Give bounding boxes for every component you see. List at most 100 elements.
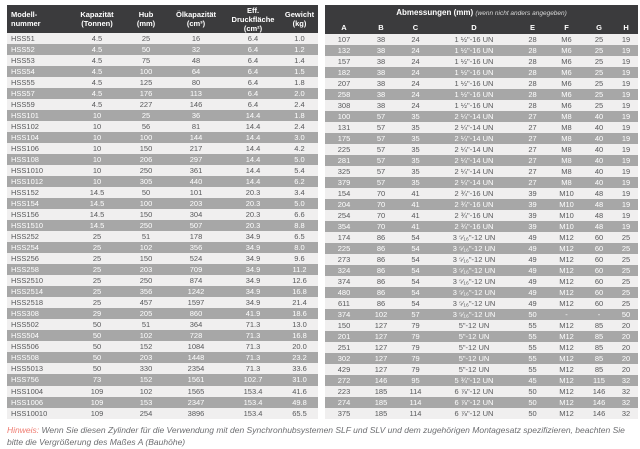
cell: 39	[516, 210, 549, 221]
cell: 356	[125, 286, 167, 298]
cell: 109	[69, 396, 125, 408]
cell: 2 ¼"-14 UN	[432, 133, 516, 144]
cell: 304	[167, 209, 225, 221]
cell: 54	[399, 232, 432, 243]
cell: 874	[167, 275, 225, 287]
cell: 25	[69, 242, 125, 254]
cell: 20	[614, 364, 639, 375]
cell: 3 ⁵⁄₁₆"-12 UN	[432, 309, 516, 320]
cell: HSS258	[7, 264, 69, 276]
cell: HSS10010	[7, 407, 69, 419]
cell: 201	[325, 331, 363, 342]
table-row: HSS154 14.5 100 203 20.3 5.0	[7, 198, 318, 210]
table-row: HSS258 25 203 709 34.9 11.2	[7, 264, 318, 276]
cell: 50	[516, 309, 549, 320]
cell: 204	[325, 199, 363, 210]
cell: M12	[549, 364, 584, 375]
cell: 102.7	[225, 374, 281, 386]
column-header: Kapazität (Tonnen)	[69, 5, 125, 33]
cell: 19	[614, 177, 639, 188]
cell: 2.4	[281, 121, 318, 133]
dimensions-title-row: Abmessungen (mm) (wenn nicht anders ange…	[325, 5, 639, 21]
cell: 1084	[167, 341, 225, 353]
cell: M12	[549, 375, 584, 386]
cell: 6.4	[225, 99, 281, 111]
table-row: HSS51 4.5 25 16 6.4 1.0	[7, 33, 318, 45]
cell: 154	[325, 188, 363, 199]
column-header: Eff. Druckfläche (cm²)	[225, 5, 281, 33]
dimensions-title-text: Abmessungen (mm)	[396, 8, 474, 17]
cell: 102	[363, 309, 399, 320]
cell: 71.3	[225, 352, 281, 364]
cell: 1.0	[281, 33, 318, 45]
cell: HSS1006	[7, 396, 69, 408]
table-row: HSS1510 14.5 250 507 20.3 8.8	[7, 220, 318, 232]
cell: M8	[549, 122, 584, 133]
cell: HSS2514	[7, 286, 69, 298]
table-row: 272 146 95 5 ¾"-12 UN 45 M12 115 32	[325, 375, 639, 386]
cell: M10	[549, 188, 584, 199]
cell: 25	[69, 264, 125, 276]
cell: 273	[325, 254, 363, 265]
cell: 728	[167, 330, 225, 342]
cell: 14.4	[225, 121, 281, 133]
table-row: 480 86 54 3 ⁵⁄₁₆"-12 UN 49 M12 60 25	[325, 287, 639, 298]
cell: 207	[325, 78, 363, 89]
cell: 49	[516, 232, 549, 243]
cell: 14.4	[225, 165, 281, 177]
cell: 2 ¾"-16 UN	[432, 221, 516, 232]
cell: 70	[363, 199, 399, 210]
cell: M6	[549, 100, 584, 111]
cell: 60	[584, 243, 614, 254]
cell: 6.4	[225, 77, 281, 89]
table-row: 157 38 24 1 ½"-16 UN 28 M6 25 19	[325, 56, 639, 67]
table-row: HSS53 4.5 75 48 6.4 1.4	[7, 55, 318, 67]
cell: 55	[516, 353, 549, 364]
cell: 281	[325, 155, 363, 166]
cell: M6	[549, 56, 584, 67]
cell: 6 ⅞"-12 UN	[432, 386, 516, 397]
cell: 85	[584, 320, 614, 331]
cell: 24	[399, 67, 432, 78]
cell: 3 ⁵⁄₁₆"-12 UN	[432, 276, 516, 287]
left-header-row: Modell-nummer Kapazität (Tonnen) Hub (mm) Ölk…	[7, 5, 318, 33]
cell: M12	[549, 298, 584, 309]
cell: 6.2	[281, 176, 318, 188]
cell: 5.0	[281, 198, 318, 210]
cell: 85	[584, 364, 614, 375]
cell: 13.0	[281, 319, 318, 331]
cell: 127	[363, 331, 399, 342]
cell: 70	[363, 221, 399, 232]
cell: 86	[363, 276, 399, 287]
table-row: 274 185 114 6 ⅞"-12 UN 50 M12 146 32	[325, 397, 639, 408]
cell: 2 ¼"-14 UN	[432, 111, 516, 122]
cell: 174	[325, 232, 363, 243]
cell: 38	[363, 45, 399, 56]
cell: 125	[125, 77, 167, 89]
table-row: 374 102 57 3 ⁵⁄₁₆"-12 UN 50- -50	[325, 309, 639, 320]
cell: 6.4	[225, 66, 281, 78]
cell: 35	[399, 144, 432, 155]
dimensions-table-body: 107 38 24 1 ½"-16 UN 28 M6 25 19 132 38 24 1 ½"-16 …	[325, 34, 639, 419]
cell: 32	[167, 44, 225, 56]
cell: 10	[69, 154, 125, 166]
table-row: HSS508 50 203 1448 71.3 23.2	[7, 352, 318, 364]
cell: M12	[549, 265, 584, 276]
table-row: 174 86 54 3 ⁵⁄₁₆"-12 UN 49 M12 60 25	[325, 232, 639, 243]
cell: 86	[363, 254, 399, 265]
cell: HSS59	[7, 99, 69, 111]
cell: 27	[516, 144, 549, 155]
cell: 19	[614, 122, 639, 133]
cell: 49	[516, 254, 549, 265]
cell: 5"-12 UN	[432, 353, 516, 364]
table-row: 175 57 35 2 ¼"-14 UN 27 M8 40 19	[325, 133, 639, 144]
cell: 48	[584, 221, 614, 232]
cell: HSS57	[7, 88, 69, 100]
cell: 127	[363, 320, 399, 331]
cell: 14.4	[225, 132, 281, 144]
cell: 10	[69, 121, 125, 133]
cell: 25	[125, 33, 167, 45]
cell: 709	[167, 264, 225, 276]
cell: 374	[325, 276, 363, 287]
cell: 308	[325, 100, 363, 111]
